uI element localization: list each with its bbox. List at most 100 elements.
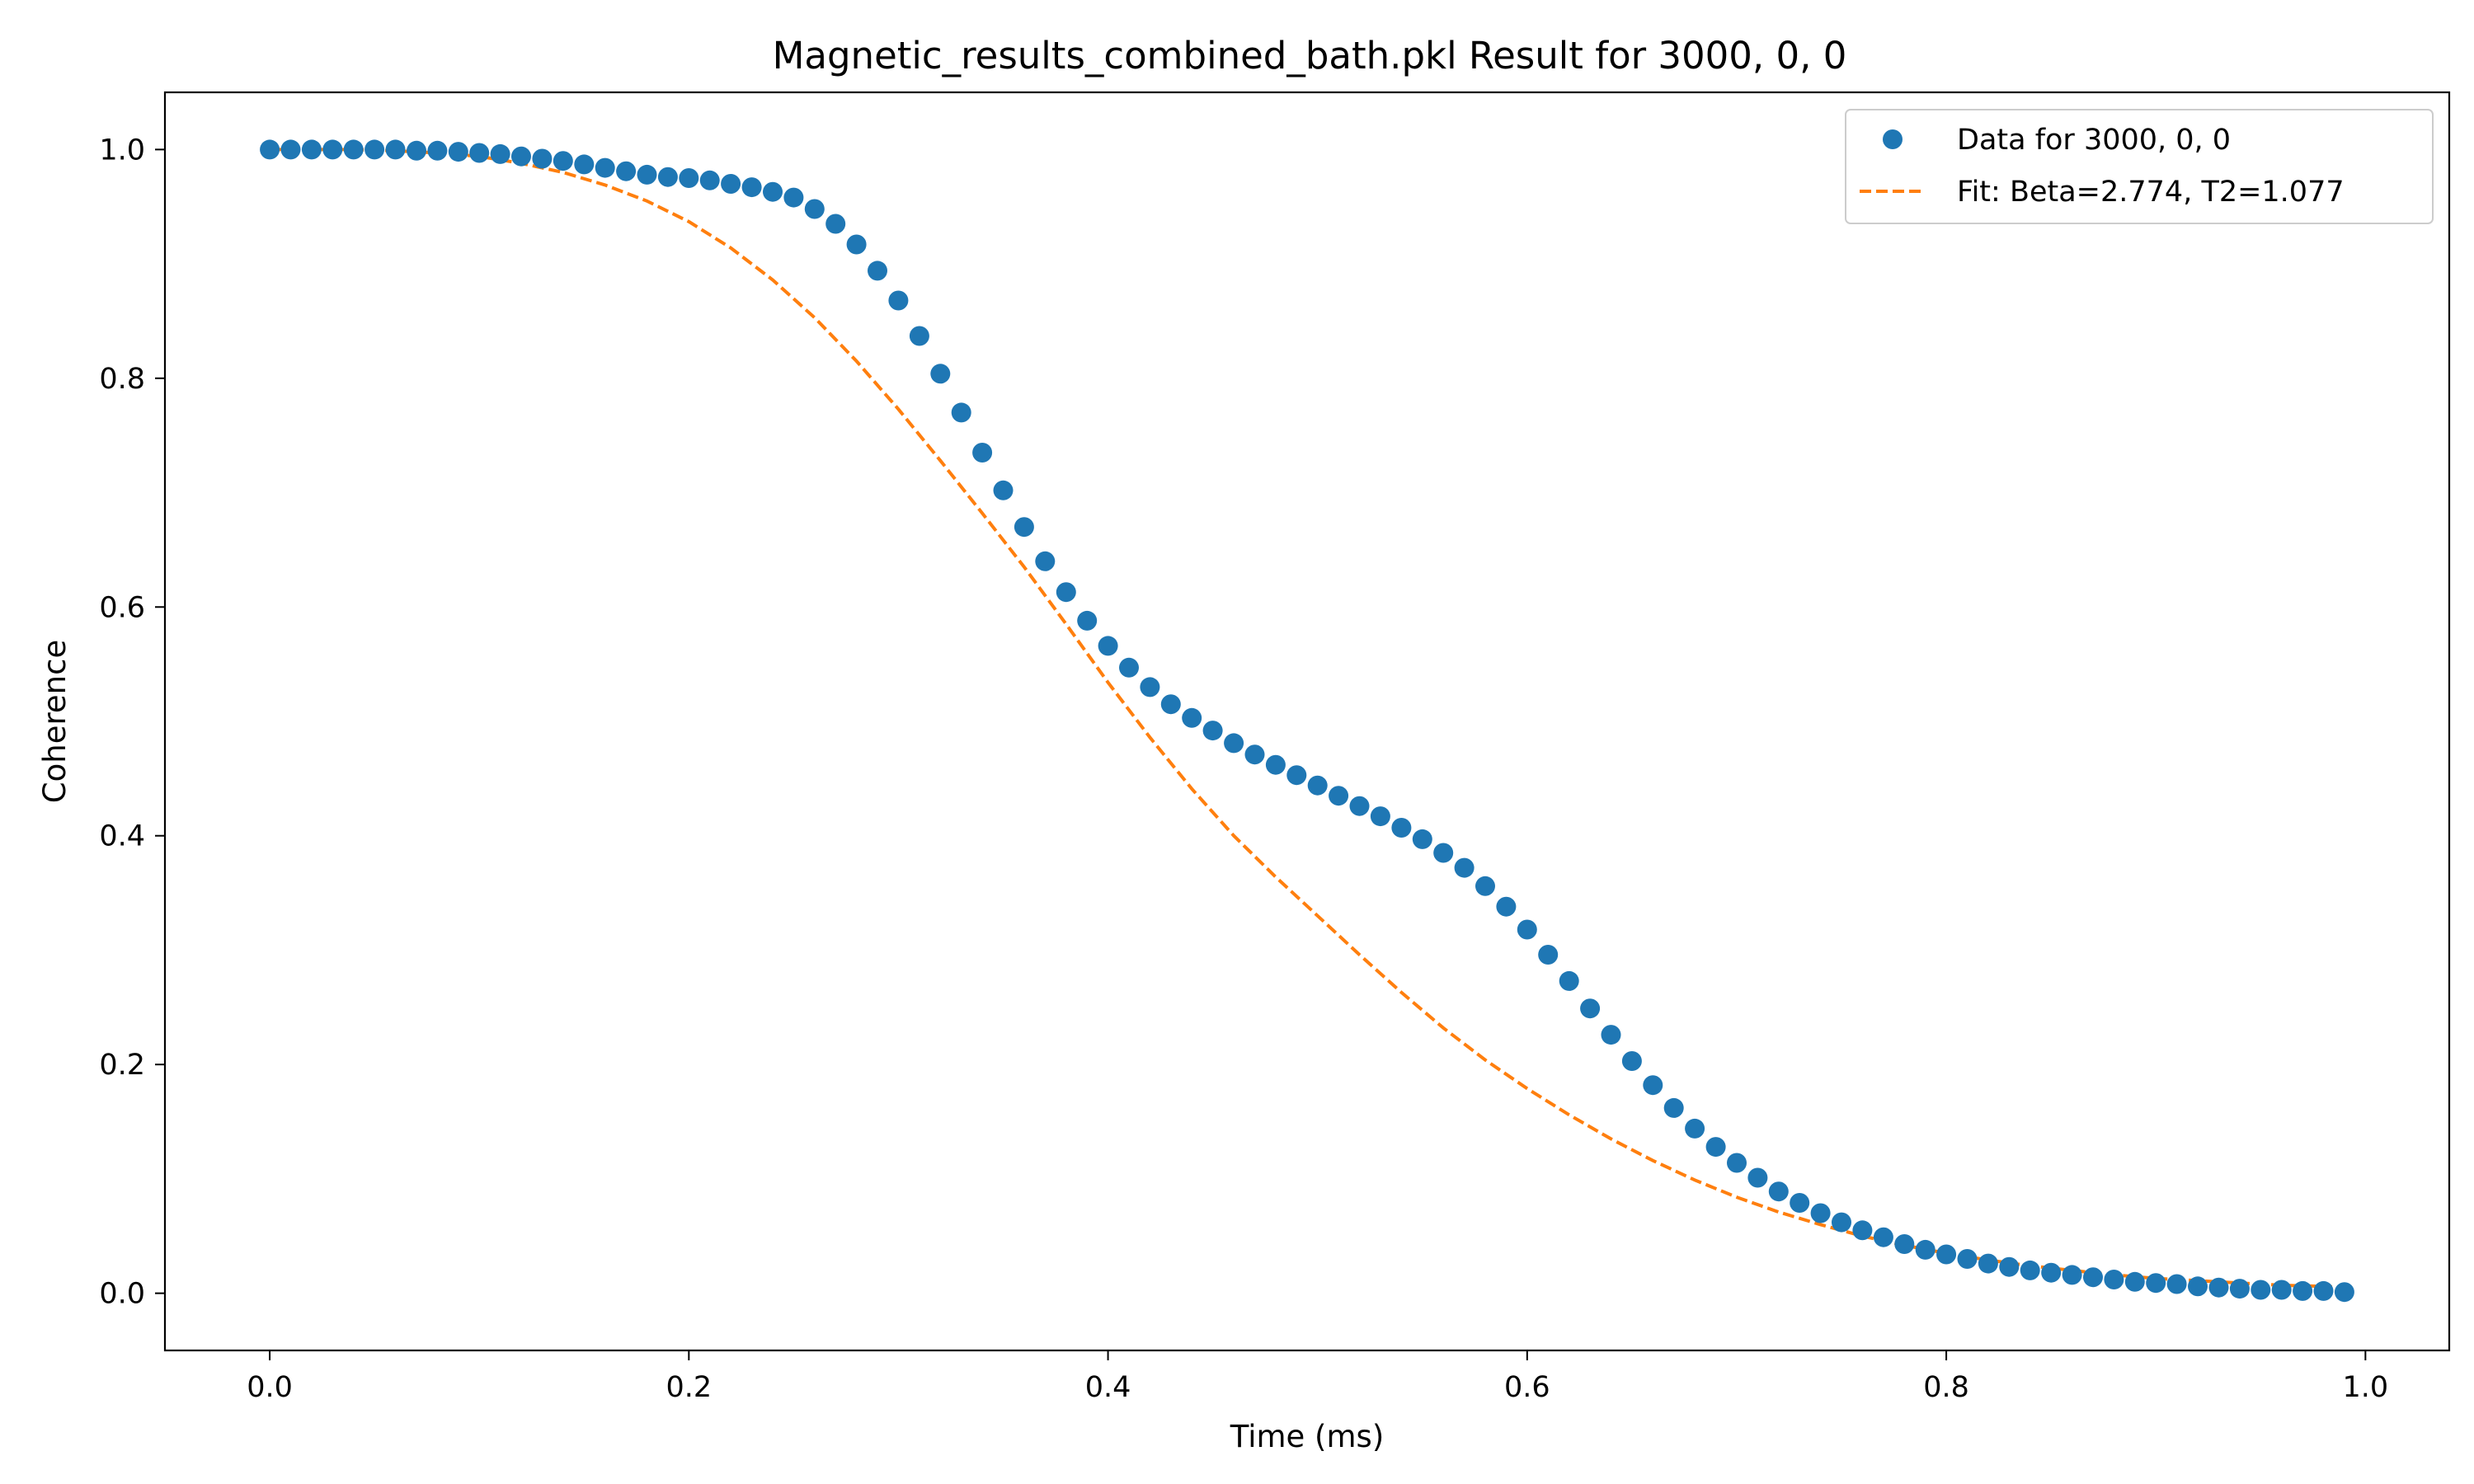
y-axis: 0.0 0.2 0.4 0.6 0.8 1.0 bbox=[99, 134, 165, 1311]
y-tick-label: 0.6 bbox=[99, 591, 145, 624]
data-point bbox=[846, 234, 867, 255]
data-point bbox=[1957, 1249, 1978, 1269]
data-point bbox=[1538, 945, 1559, 965]
data-point bbox=[2251, 1280, 2271, 1300]
data-point bbox=[1329, 786, 1349, 806]
data-point bbox=[888, 290, 909, 311]
data-point bbox=[2334, 1282, 2354, 1303]
data-point bbox=[1286, 765, 1307, 786]
y-tick-label: 0.2 bbox=[99, 1049, 145, 1082]
chart-title: Magnetic_results_combined_bath.pkl Resul… bbox=[773, 34, 1847, 77]
data-point bbox=[385, 139, 406, 160]
data-point bbox=[951, 402, 971, 423]
data-point bbox=[1852, 1220, 1873, 1241]
data-point bbox=[657, 167, 678, 187]
x-tick-label: 0.0 bbox=[247, 1371, 293, 1404]
data-point bbox=[741, 177, 762, 198]
data-point bbox=[1077, 610, 1098, 631]
data-point bbox=[1747, 1167, 1768, 1188]
data-point bbox=[1244, 744, 1265, 765]
legend-label-fit: Fit: Beta=2.774, T2=1.077 bbox=[1957, 176, 2345, 209]
x-axis-label: Time (ms) bbox=[1230, 1419, 1385, 1454]
data-point bbox=[763, 181, 783, 202]
data-point bbox=[2166, 1274, 2187, 1294]
data-point bbox=[2188, 1276, 2208, 1297]
data-point bbox=[1412, 829, 1432, 849]
data-point bbox=[679, 168, 699, 188]
data-point bbox=[1307, 775, 1328, 796]
data-point bbox=[1727, 1153, 1747, 1173]
data-point bbox=[1999, 1256, 2020, 1277]
data-point bbox=[2271, 1280, 2292, 1300]
data-point bbox=[1056, 582, 1076, 603]
data-point bbox=[1496, 896, 1517, 917]
data-point bbox=[2020, 1260, 2040, 1280]
data-point bbox=[1768, 1181, 1789, 1202]
data-point bbox=[2293, 1280, 2313, 1301]
data-point bbox=[804, 199, 825, 219]
x-tick-label: 0.4 bbox=[1085, 1371, 1131, 1404]
data-point bbox=[1517, 919, 1537, 940]
data-point bbox=[1391, 818, 1412, 838]
data-point bbox=[448, 142, 468, 162]
data-point bbox=[1202, 721, 1223, 741]
data-point bbox=[574, 154, 595, 175]
data-point bbox=[1663, 1097, 1684, 1118]
data-point bbox=[721, 174, 741, 194]
data-point bbox=[1810, 1203, 1831, 1223]
data-point bbox=[699, 170, 720, 190]
y-tick-label: 0.8 bbox=[99, 363, 145, 396]
data-point bbox=[1014, 517, 1034, 538]
data-point bbox=[301, 139, 322, 160]
data-point bbox=[1035, 551, 1056, 571]
data-point bbox=[1475, 876, 1495, 896]
data-point bbox=[2041, 1262, 2062, 1283]
data-point bbox=[993, 480, 1014, 500]
data-point bbox=[909, 326, 929, 346]
data-point bbox=[1559, 970, 1579, 991]
data-point bbox=[1643, 1075, 1663, 1096]
data-point bbox=[1685, 1118, 1705, 1139]
data-point bbox=[322, 139, 343, 160]
data-point bbox=[1832, 1212, 1851, 1233]
data-point bbox=[825, 214, 846, 234]
y-tick-label: 0.4 bbox=[99, 820, 145, 853]
data-point bbox=[343, 139, 364, 160]
data-point bbox=[1349, 796, 1370, 816]
plot-frame bbox=[163, 91, 2451, 1352]
data-point bbox=[1160, 694, 1181, 715]
data-point bbox=[616, 161, 637, 181]
data-point bbox=[365, 139, 385, 160]
legend: Data for 3000, 0, 0 Fit: Beta=2.774, T2=… bbox=[1845, 109, 2434, 224]
data-point bbox=[595, 157, 615, 178]
data-point bbox=[1790, 1193, 1810, 1213]
data-point bbox=[407, 140, 426, 161]
data-point bbox=[2104, 1270, 2124, 1289]
data-point bbox=[1601, 1025, 1621, 1045]
data-point bbox=[1224, 733, 1244, 754]
data-point bbox=[2062, 1265, 2082, 1285]
data-point bbox=[2208, 1277, 2229, 1298]
data-point bbox=[1119, 657, 1139, 678]
y-axis-label: Coherence bbox=[37, 640, 73, 803]
x-tick-label: 0.2 bbox=[666, 1371, 712, 1404]
legend-label-data: Data for 3000, 0, 0 bbox=[1957, 124, 2231, 157]
data-point bbox=[1978, 1253, 1998, 1274]
data-point bbox=[553, 151, 573, 171]
plot-marks bbox=[260, 139, 2354, 1303]
data-point bbox=[490, 143, 510, 164]
data-point bbox=[1370, 806, 1390, 827]
data-point bbox=[1936, 1244, 1957, 1265]
data-point bbox=[1098, 636, 1118, 656]
data-point bbox=[280, 139, 301, 160]
x-tick-label: 0.8 bbox=[1923, 1371, 1969, 1404]
data-point bbox=[2083, 1267, 2103, 1288]
data-point bbox=[2229, 1279, 2250, 1299]
data-point bbox=[1621, 1051, 1642, 1071]
data-point bbox=[972, 443, 993, 463]
data-point bbox=[511, 146, 531, 167]
data-point bbox=[1140, 677, 1160, 697]
legend-box bbox=[1845, 109, 2434, 224]
data-point bbox=[1580, 998, 1601, 1019]
